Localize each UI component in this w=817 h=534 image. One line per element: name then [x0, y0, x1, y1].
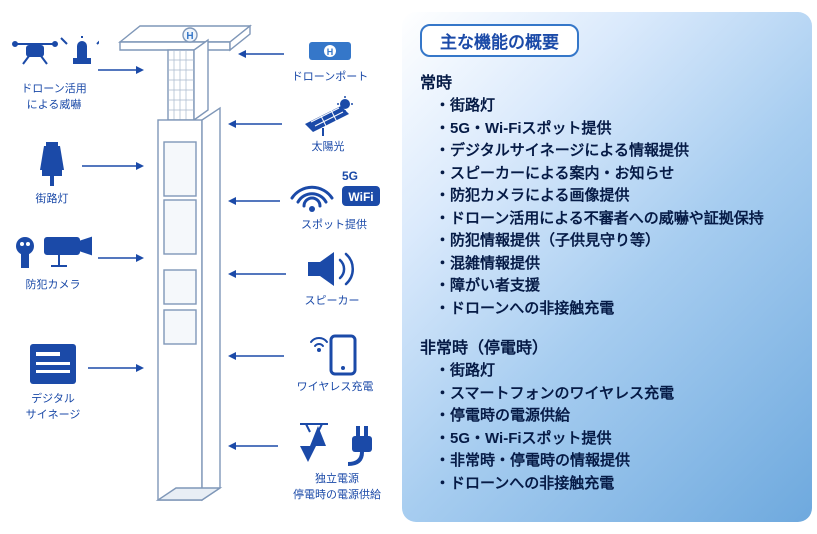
features-panel: 主な機能の概要 常時 ・街路灯 ・5G・Wi-Fiスポット提供 ・デジタルサイネ…	[402, 12, 812, 522]
bullet-item: ・混雑情報提供	[420, 253, 796, 276]
speaker-label: スピーカー	[292, 292, 372, 308]
arrow-icon	[86, 362, 146, 374]
drone-icon: ドローン活用による威嚇	[8, 36, 100, 112]
arrow-icon	[226, 195, 282, 207]
solar-label: 太陽光	[288, 138, 368, 154]
bullet-item: ・防犯情報提供（子供見守り等）	[420, 230, 796, 253]
arrow-icon	[226, 268, 288, 280]
svg-text:H: H	[327, 47, 334, 57]
arrow-icon	[226, 440, 280, 452]
bullet-item: ・街路灯	[420, 360, 796, 383]
bullet-item: ・防犯カメラによる画像提供	[420, 185, 796, 208]
signage-label: デジタルサイネージ	[18, 390, 88, 422]
arrow-icon	[226, 350, 286, 362]
svg-text:H: H	[186, 31, 193, 42]
bullet-item: ・ドローン活用による不審者への威嚇や証拠保持	[420, 208, 796, 231]
wireless-label: ワイヤレス充電	[290, 378, 380, 394]
bullet-item: ・5G・Wi-Fiスポット提供	[420, 428, 796, 451]
svg-text:5G: 5G	[342, 169, 358, 183]
bullet-item: ・街路灯	[420, 95, 796, 118]
panel-title: 主な機能の概要	[420, 24, 579, 57]
drone-label: ドローン活用による威嚇	[8, 80, 100, 112]
arrow-icon	[96, 64, 146, 76]
bullet-item: ・スピーカーによる案内・お知らせ	[420, 163, 796, 186]
panel-body: 常時 ・街路灯 ・5G・Wi-Fiスポット提供 ・デジタルサイネージによる情報提…	[420, 69, 796, 495]
bullet-item: ・5G・Wi-Fiスポット提供	[420, 118, 796, 141]
wifi-label: スポット提供	[284, 216, 384, 232]
wireless-icon: ワイヤレス充電	[290, 328, 380, 394]
bullet-item: ・スマートフォンのワイヤレス充電	[420, 383, 796, 406]
droneport-label: ドローンポート	[290, 68, 370, 84]
section-heading: 非常時（停電時）	[420, 334, 796, 358]
bullet-item: ・ドローンへの非接触充電	[420, 473, 796, 496]
wifi-icon: 5G WiFi スポット提供	[284, 168, 384, 232]
bullet-item: ・ドローンへの非接触充電	[420, 298, 796, 321]
arrow-icon	[96, 252, 146, 264]
arrow-icon	[80, 160, 146, 172]
section-heading: 常時	[420, 69, 796, 93]
droneport-icon: H ドローンポート	[290, 36, 370, 84]
bullet-list: ・街路灯 ・スマートフォンのワイヤレス充電 ・停電時の電源供給 ・5G・Wi-F…	[420, 360, 796, 495]
diagram-area: H	[0, 0, 400, 534]
svg-text:WiFi: WiFi	[348, 190, 373, 204]
bullet-item: ・障がい者支援	[420, 275, 796, 298]
camera-label: 防犯カメラ	[10, 276, 96, 292]
signage-icon: デジタルサイネージ	[18, 340, 88, 422]
solar-icon: 太陽光	[288, 96, 368, 154]
bullet-list: ・街路灯 ・5G・Wi-Fiスポット提供 ・デジタルサイネージによる情報提供 ・…	[420, 95, 796, 320]
streetlight-label: 街路灯	[22, 190, 82, 206]
arrow-icon	[236, 48, 286, 60]
arrow-icon	[226, 118, 284, 130]
bullet-item: ・非常時・停電時の情報提供	[420, 450, 796, 473]
bullet-item: ・デジタルサイネージによる情報提供	[420, 140, 796, 163]
power-label: 独立電源停電時の電源供給	[282, 470, 392, 502]
power-icon: 独立電源停電時の電源供給	[282, 422, 392, 502]
camera-icon: 防犯カメラ	[10, 230, 96, 292]
bullet-item: ・停電時の電源供給	[420, 405, 796, 428]
streetlight-icon: 街路灯	[22, 140, 82, 206]
speaker-icon: スピーカー	[292, 248, 372, 308]
